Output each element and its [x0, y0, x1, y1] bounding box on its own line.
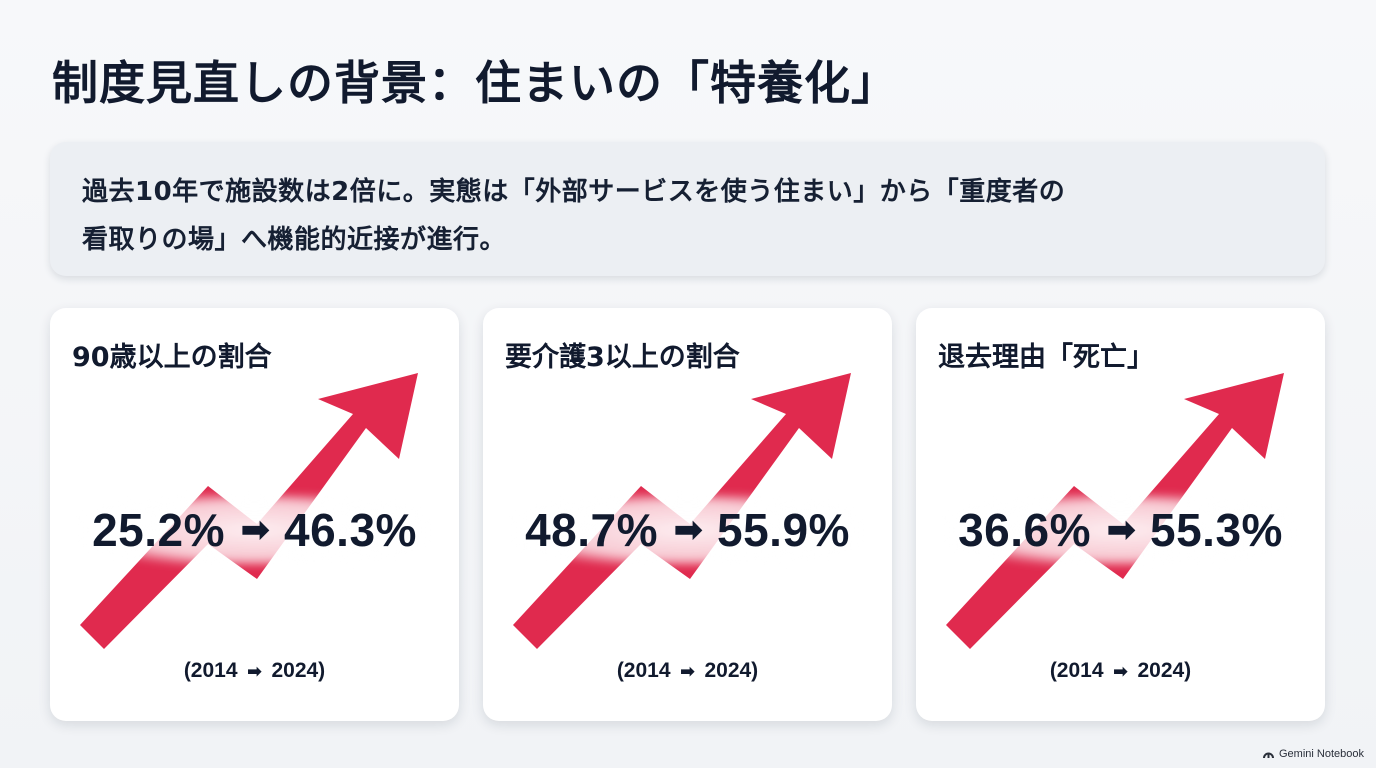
- stat-from-value: 25.2%: [92, 504, 225, 556]
- card-title: 退去理由「死亡」: [938, 342, 1154, 373]
- rising-arrow-icon: [946, 373, 1284, 649]
- watermark: Gemini Notebook: [1262, 748, 1364, 760]
- stat-card-age-90-plus: 90歳以上の割合 25.2% ➡ 46.3% (2014 ➡ 2024): [50, 308, 459, 721]
- year-range: (2014 ➡ 2024): [916, 656, 1325, 687]
- card-title: 要介護3以上の割合: [505, 342, 740, 373]
- right-arrow-icon: ➡: [674, 511, 703, 549]
- stat-from-value: 48.7%: [525, 504, 658, 556]
- slide-title: 制度見直しの背景：住まいの「特養化」: [52, 56, 898, 110]
- right-arrow-icon: ➡: [1107, 511, 1136, 549]
- stat-card-care-level-3-plus: 要介護3以上の割合 48.7% ➡ 55.9% (2014 ➡ 2024): [483, 308, 892, 721]
- year-from: (2014: [1049, 659, 1104, 682]
- stat-change: 48.7% ➡ 55.9%: [483, 494, 892, 566]
- right-arrow-icon: ➡: [241, 511, 270, 549]
- stat-to-value: 55.9%: [717, 504, 850, 556]
- year-to: 2024): [1137, 659, 1192, 682]
- watermark-text: Gemini Notebook: [1279, 748, 1364, 760]
- right-arrow-icon: ➡: [247, 662, 262, 681]
- year-to: 2024): [271, 659, 326, 682]
- summary-box: 過去10年で施設数は2倍に。実態は「外部サービスを使う住まい」から「重度者の 看…: [50, 142, 1325, 276]
- right-arrow-icon: ➡: [680, 662, 695, 681]
- year-range: (2014 ➡ 2024): [50, 656, 459, 687]
- stat-change: 25.2% ➡ 46.3%: [50, 494, 459, 566]
- year-to: 2024): [704, 659, 759, 682]
- stat-to-value: 55.3%: [1150, 504, 1283, 556]
- rising-arrow-icon: [80, 373, 418, 649]
- stat-change: 36.6% ➡ 55.3%: [916, 494, 1325, 566]
- stat-to-value: 46.3%: [284, 504, 417, 556]
- year-from: (2014: [183, 659, 238, 682]
- rising-arrow-icon: [513, 373, 851, 649]
- summary-line-2: 看取りの場」へ機能的近接が進行。: [82, 225, 507, 255]
- stat-card-exit-reason-death: 退去理由「死亡」 36.6% ➡ 55.3% (2014 ➡ 2024): [916, 308, 1325, 721]
- notebook-logo-icon: [1263, 752, 1274, 758]
- stat-from-value: 36.6%: [958, 504, 1091, 556]
- year-from: (2014: [616, 659, 671, 682]
- card-title: 90歳以上の割合: [72, 342, 272, 373]
- year-range: (2014 ➡ 2024): [483, 656, 892, 687]
- right-arrow-icon: ➡: [1113, 662, 1128, 681]
- summary-line-1: 過去10年で施設数は2倍に。実態は「外部サービスを使う住まい」から「重度者の: [82, 177, 1066, 207]
